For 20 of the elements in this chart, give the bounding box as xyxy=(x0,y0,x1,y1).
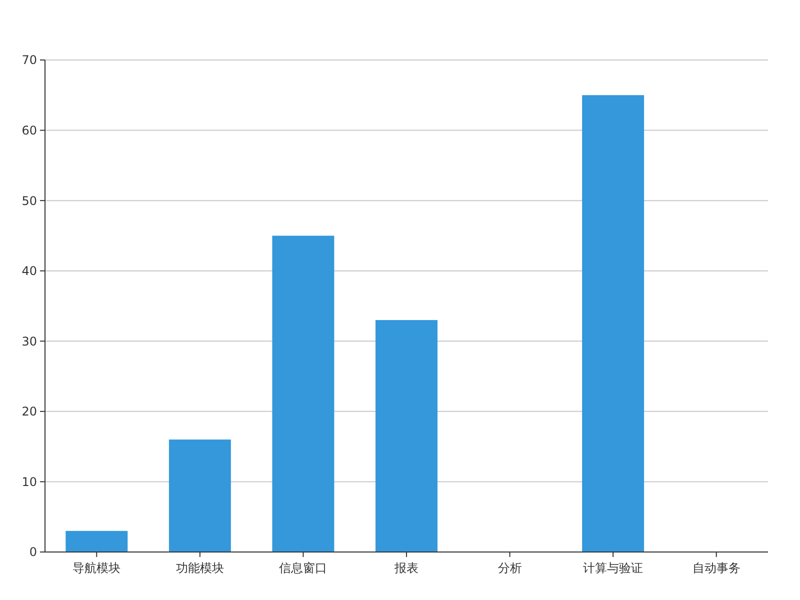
bar xyxy=(272,236,334,552)
x-tick-label: 功能模块 xyxy=(176,561,224,575)
bar xyxy=(66,530,128,552)
y-tick-label: 70 xyxy=(22,53,37,68)
y-tick-label: 10 xyxy=(22,474,37,489)
bar xyxy=(582,95,644,552)
y-tick-label: 50 xyxy=(22,194,37,208)
y-tick-label: 30 xyxy=(22,334,37,348)
y-tick-label: 40 xyxy=(22,264,37,278)
x-tick-label: 计算与验证 xyxy=(583,561,644,575)
y-tick-label: 60 xyxy=(22,123,37,138)
y-tick-label: 0 xyxy=(29,545,37,560)
bar xyxy=(376,320,438,552)
bar xyxy=(168,440,231,552)
x-tick-label: 信息窗口 xyxy=(279,561,328,575)
x-tick-label: 自动事务 xyxy=(692,561,740,575)
x-tick-label: 分析 xyxy=(498,561,522,575)
y-tick-label: 20 xyxy=(22,404,37,419)
x-tick-label: 导航模块 xyxy=(72,561,121,575)
x-tick-label: 报表 xyxy=(394,561,418,575)
